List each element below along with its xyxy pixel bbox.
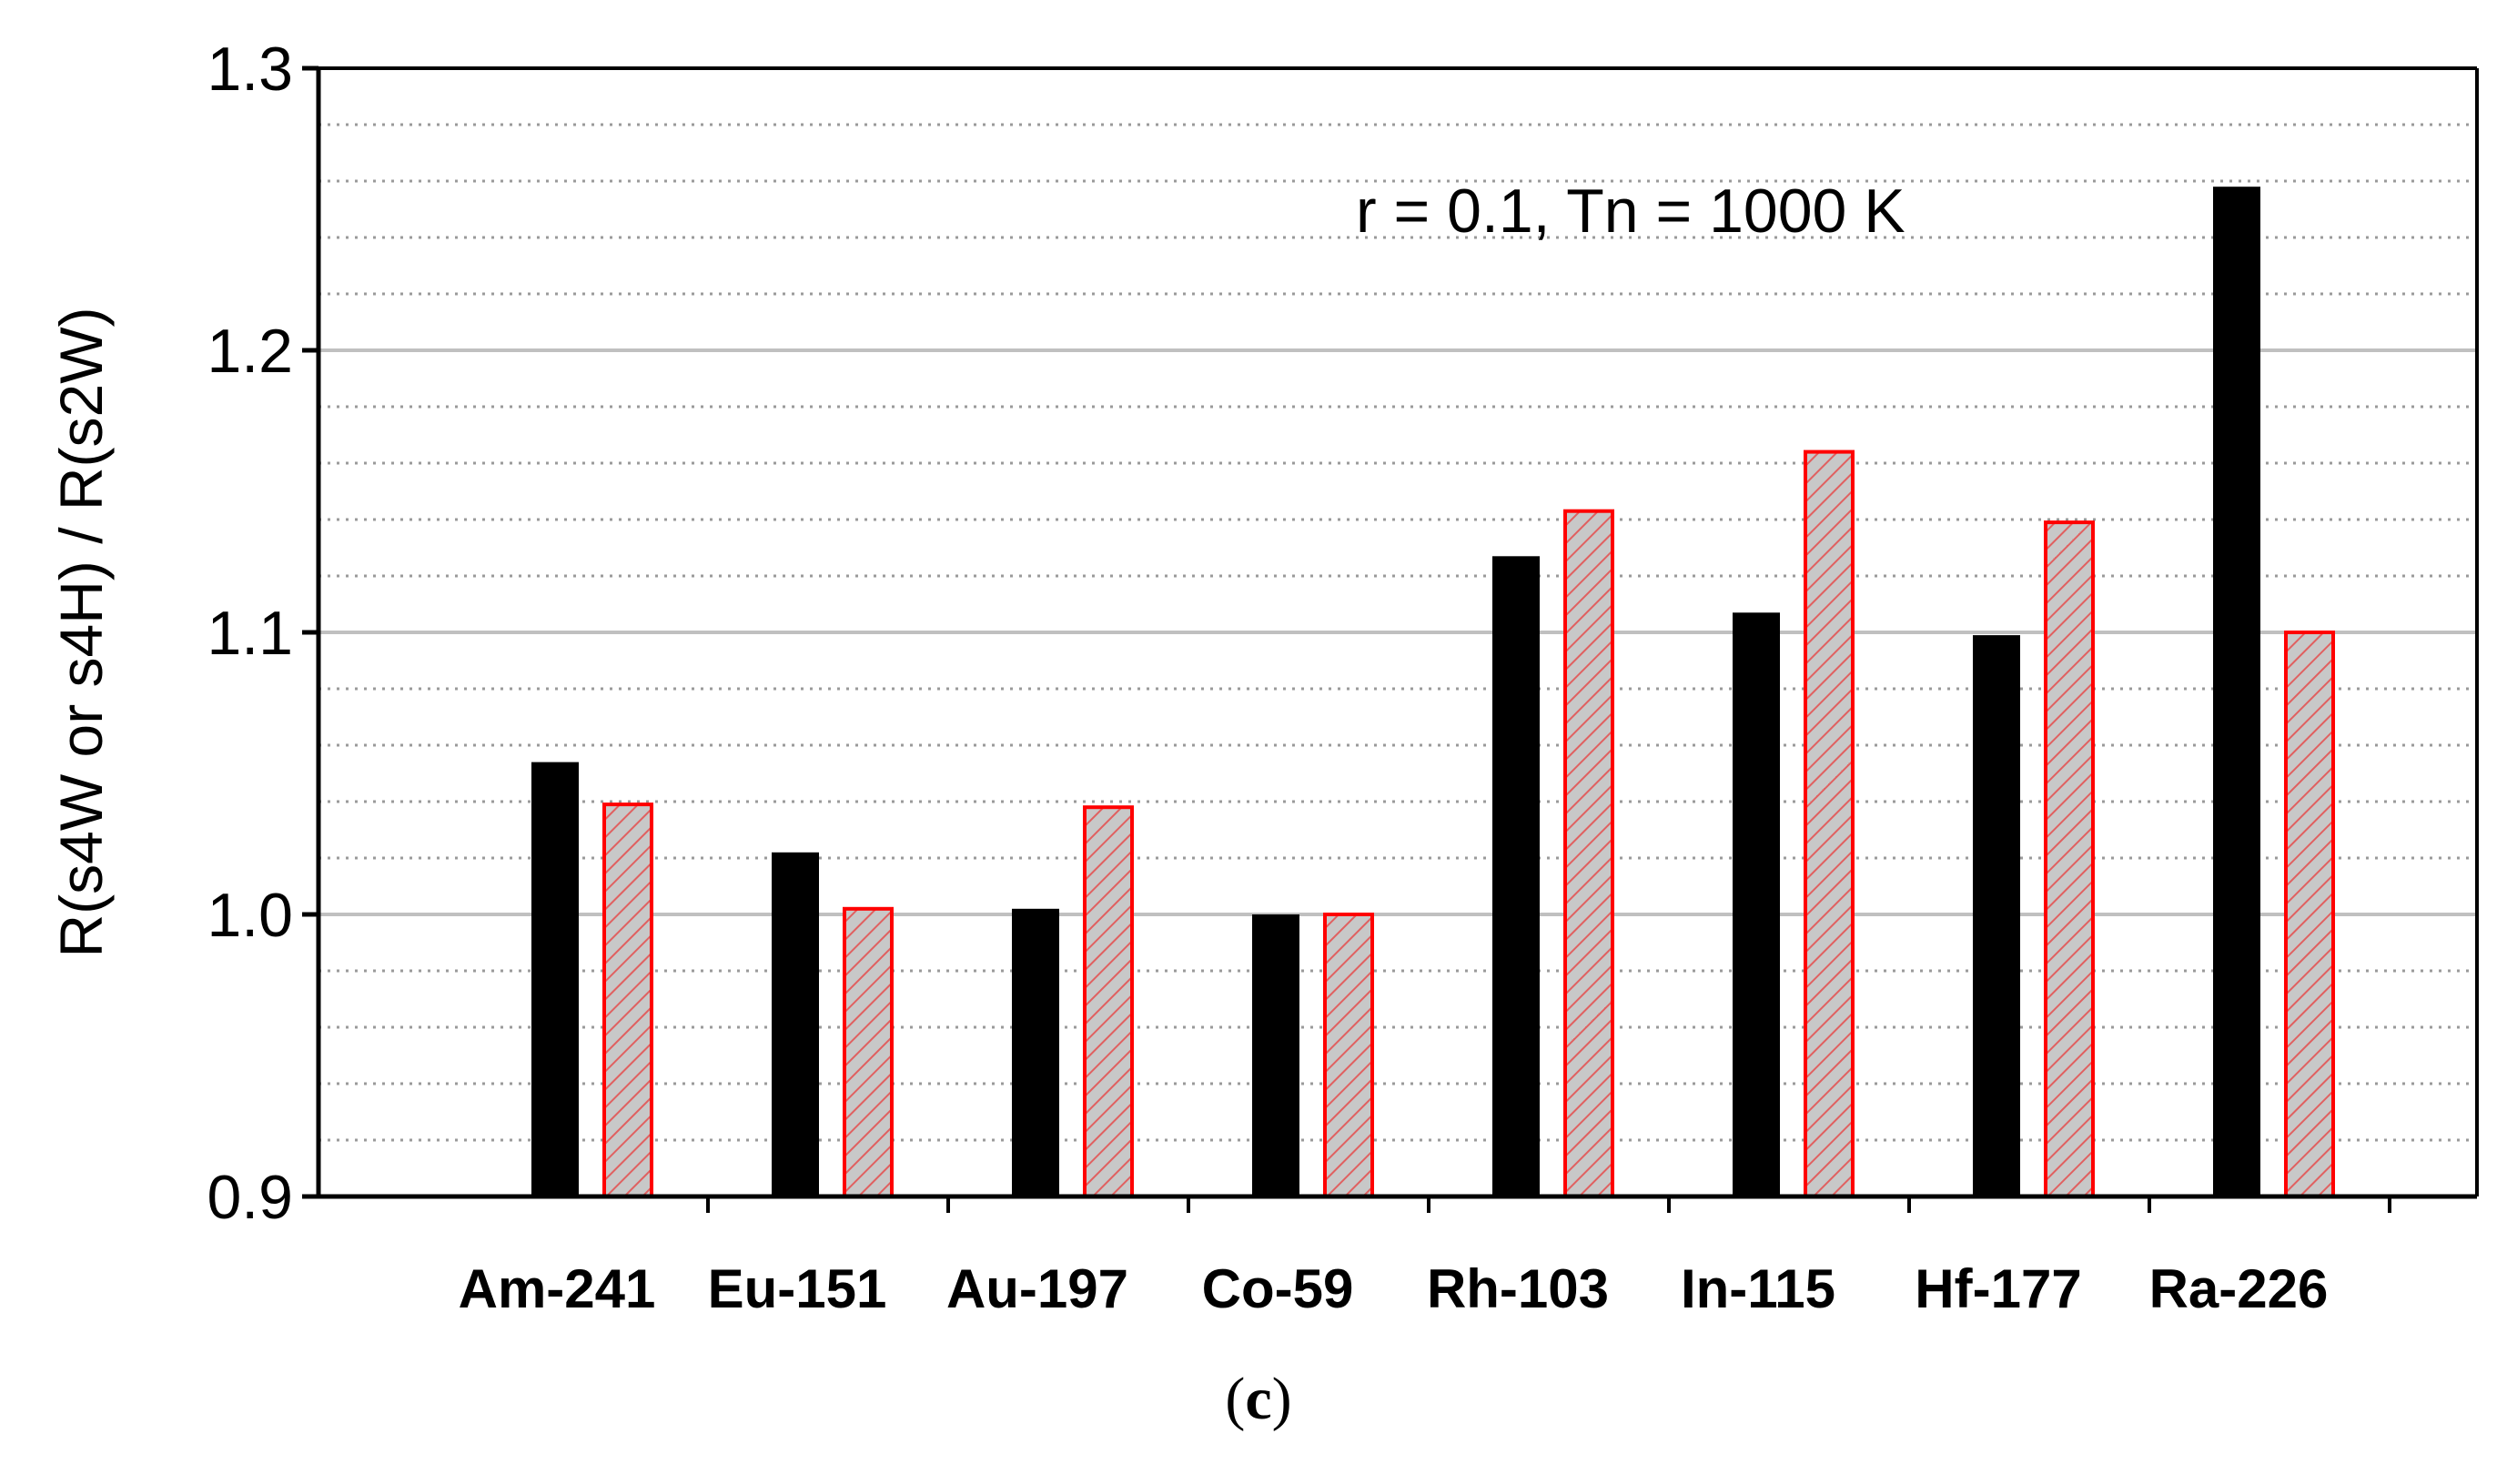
bar-series-2 bbox=[1804, 449, 1855, 1199]
bar-series-1 bbox=[531, 762, 579, 1196]
y-axis-label: R(s4W or s4H) / R(s2W) bbox=[47, 308, 115, 958]
x-tick-label: Eu-151 bbox=[708, 1258, 887, 1319]
bar-series-2 bbox=[1323, 913, 1374, 1198]
chart-annotation: r = 0.1, Tn = 1000 K bbox=[1356, 177, 1905, 246]
bar-series-1 bbox=[772, 852, 819, 1196]
bar-series-1 bbox=[1012, 908, 1059, 1196]
bar-series-1 bbox=[1733, 612, 1780, 1196]
x-tick-label: Au-197 bbox=[946, 1258, 1128, 1319]
x-tick-label: Co-59 bbox=[1202, 1258, 1354, 1319]
y-tick-label: 1.2 bbox=[207, 317, 293, 386]
bar-series-1 bbox=[1973, 635, 2020, 1196]
x-tick-label: Hf-177 bbox=[1915, 1258, 2081, 1319]
x-tick-label: In-115 bbox=[1681, 1258, 1835, 1319]
bar-series-1 bbox=[1252, 914, 1299, 1196]
bar-series-2 bbox=[2044, 520, 2095, 1198]
bar-series-2 bbox=[2284, 631, 2335, 1198]
y-tick-label: 1.3 bbox=[207, 35, 293, 104]
x-tick-label: Am-241 bbox=[459, 1258, 656, 1319]
y-tick-label: 0.9 bbox=[207, 1163, 293, 1232]
bar-series-2 bbox=[843, 906, 894, 1198]
panel-label-open: ( bbox=[1225, 1366, 1246, 1432]
bar-series-1 bbox=[2213, 187, 2260, 1197]
y-tick-label: 1.0 bbox=[207, 881, 293, 950]
x-tick-label: Rh-103 bbox=[1427, 1258, 1609, 1319]
panel-label-letter: c bbox=[1245, 1366, 1272, 1432]
panel-label: (c) bbox=[0, 1365, 2517, 1434]
bar-series-2 bbox=[1083, 805, 1134, 1198]
bar-series-1 bbox=[1492, 556, 1540, 1196]
x-tick-label: Ra-226 bbox=[2149, 1258, 2329, 1319]
bars bbox=[531, 187, 2335, 1199]
panel-label-close: ) bbox=[1271, 1366, 1292, 1432]
bar-series-2 bbox=[1563, 509, 1614, 1198]
axes bbox=[302, 66, 2479, 1213]
y-tick-label: 1.1 bbox=[207, 599, 293, 668]
bar-series-2 bbox=[602, 803, 653, 1198]
labels: 0.9 1.0 1.1 1.2 1.3 Am-241 Eu-151 Au-197 Co-59 Rh… bbox=[207, 35, 2328, 1319]
